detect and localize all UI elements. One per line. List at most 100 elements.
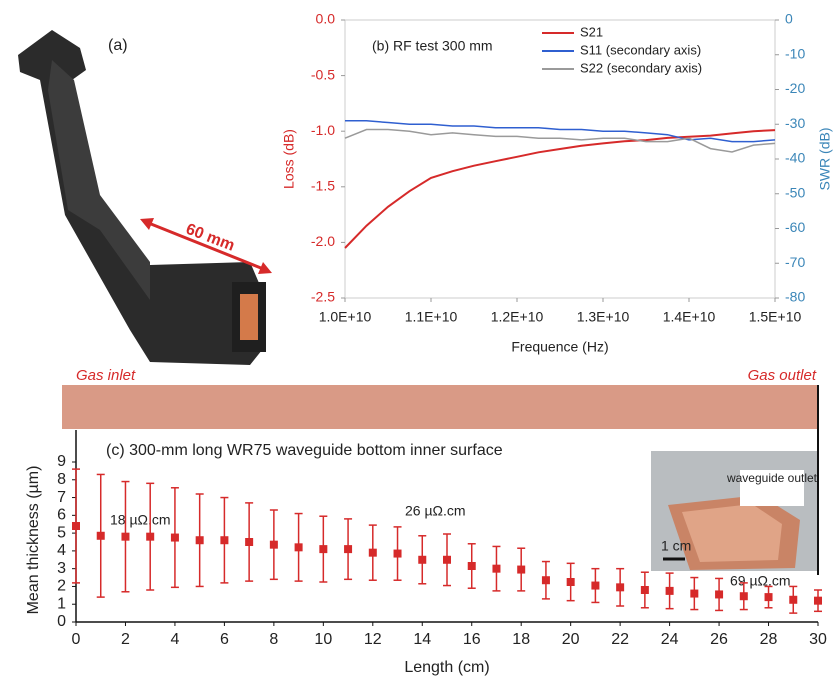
- y-tick-label: 0: [57, 613, 66, 630]
- mean-marker: [690, 589, 699, 598]
- inset-photo: [651, 451, 817, 571]
- x-tick-label: 12: [364, 631, 382, 648]
- x-tick-label: 28: [760, 631, 778, 648]
- series-line: [344, 128, 776, 153]
- x-tick-label: 30: [809, 631, 827, 648]
- y-tick-label: 0.0: [316, 11, 336, 27]
- mean-marker: [764, 593, 773, 602]
- mean-marker: [591, 581, 600, 590]
- mean-marker: [541, 576, 550, 585]
- annotation: 18 µΩ.cm: [110, 512, 171, 528]
- mean-marker: [443, 555, 451, 564]
- y2-tick-label: -30: [785, 115, 805, 131]
- x-tick-label: 1.0E+10: [319, 309, 372, 325]
- y-tick-label: -1.0: [311, 122, 335, 138]
- mean-marker: [739, 592, 748, 601]
- y-tick-label: 1: [57, 595, 66, 612]
- y2-tick-label: -70: [785, 254, 805, 270]
- mean-marker: [492, 564, 501, 573]
- y-tick-label: 2: [57, 578, 66, 595]
- y-tick-label: 7: [57, 489, 66, 506]
- y-tick-label: 6: [57, 507, 66, 524]
- mean-marker: [715, 590, 724, 599]
- y-tick-label: -2.5: [311, 289, 335, 305]
- y-tick-label: -0.5: [311, 66, 335, 82]
- mean-marker: [640, 586, 649, 594]
- x-tick-label: 16: [463, 631, 481, 648]
- annotation: Gas inlet: [76, 367, 136, 384]
- x-tick-label: 14: [413, 631, 431, 648]
- y2-tick-label: -10: [785, 45, 805, 61]
- mean-marker: [269, 540, 278, 549]
- x-tick-label: 26: [710, 631, 728, 648]
- mean-marker: [195, 536, 204, 545]
- y-tick-label: -2.0: [311, 233, 335, 249]
- x-tick-label: 20: [562, 631, 580, 648]
- y-axis-label: Loss (dB): [281, 129, 297, 189]
- mean-marker: [72, 522, 80, 530]
- x-tick-label: 2: [121, 631, 130, 648]
- inset-scale: 1 cm: [661, 538, 691, 554]
- mean-marker: [814, 596, 822, 605]
- x-tick-label: 1.4E+10: [663, 309, 716, 325]
- mean-marker: [566, 578, 575, 586]
- x-tick-label: 8: [269, 631, 278, 648]
- legend-label: S21: [580, 24, 603, 39]
- x-axis-label: Frequence (Hz): [511, 339, 608, 355]
- mean-marker: [170, 533, 179, 542]
- series-line: [345, 120, 776, 143]
- x-tick-label: 22: [611, 631, 629, 648]
- chart-title: (c) 300-mm long WR75 waveguide bottom in…: [106, 442, 503, 459]
- y2-tick-label: -40: [785, 150, 805, 166]
- annotation: 26 µΩ.cm: [405, 503, 466, 519]
- y2-tick-label: -80: [785, 289, 805, 305]
- y2-tick-label: -20: [785, 80, 805, 96]
- y-axis-label: Mean thickness (µm): [25, 466, 42, 615]
- dimension-label: 60 mm: [183, 221, 236, 255]
- legend-label: S22 (secondary axis): [580, 60, 702, 75]
- y-tick-label: -1.5: [311, 178, 335, 194]
- x-tick-label: 18: [512, 631, 530, 648]
- x-tick-label: 10: [314, 631, 332, 648]
- x-tick-label: 1.1E+10: [405, 309, 458, 325]
- x-tick-label: 1.5E+10: [749, 309, 802, 325]
- mean-marker: [418, 555, 427, 564]
- mean-marker: [467, 562, 476, 570]
- y2-tick-label: 0: [785, 11, 793, 27]
- mean-marker: [616, 583, 625, 592]
- mean-marker: [294, 543, 303, 552]
- y-tick-label: 3: [57, 560, 66, 577]
- surface-strip: [62, 385, 818, 429]
- y-tick-label: 8: [57, 471, 66, 488]
- y-tick-label: 5: [57, 524, 66, 541]
- x-tick-label: 6: [220, 631, 229, 648]
- y-tick-label: 4: [57, 542, 66, 559]
- x-tick-label: 1.2E+10: [491, 309, 544, 325]
- waveguide-photo: [18, 30, 266, 365]
- y2-tick-label: -60: [785, 219, 805, 235]
- annotation: 69 µΩ.cm: [730, 573, 791, 589]
- mean-marker: [96, 531, 105, 540]
- mean-marker: [368, 548, 377, 557]
- x-tick-label: 4: [170, 631, 179, 648]
- mean-marker: [319, 545, 328, 554]
- series-line: [344, 129, 776, 249]
- y2-tick-label: -50: [785, 184, 805, 200]
- y2-axis-label: SWR (dB): [817, 128, 833, 191]
- mean-marker: [344, 545, 353, 554]
- x-axis-label: Length (cm): [404, 659, 489, 676]
- mean-marker: [393, 549, 402, 558]
- dimension-arrow: [145, 220, 267, 272]
- mean-marker: [665, 586, 674, 595]
- plot-frame: [344, 19, 776, 299]
- mean-marker: [146, 532, 155, 541]
- panel-label: (a): [108, 37, 128, 54]
- mean-marker: [220, 536, 229, 545]
- inset-label: waveguide outlet: [726, 471, 818, 485]
- y-tick-label: 9: [57, 453, 66, 470]
- mean-marker: [517, 565, 526, 574]
- annotation: Gas outlet: [748, 367, 817, 384]
- legend-label: S11 (secondary axis): [580, 42, 701, 57]
- mean-marker: [245, 538, 254, 546]
